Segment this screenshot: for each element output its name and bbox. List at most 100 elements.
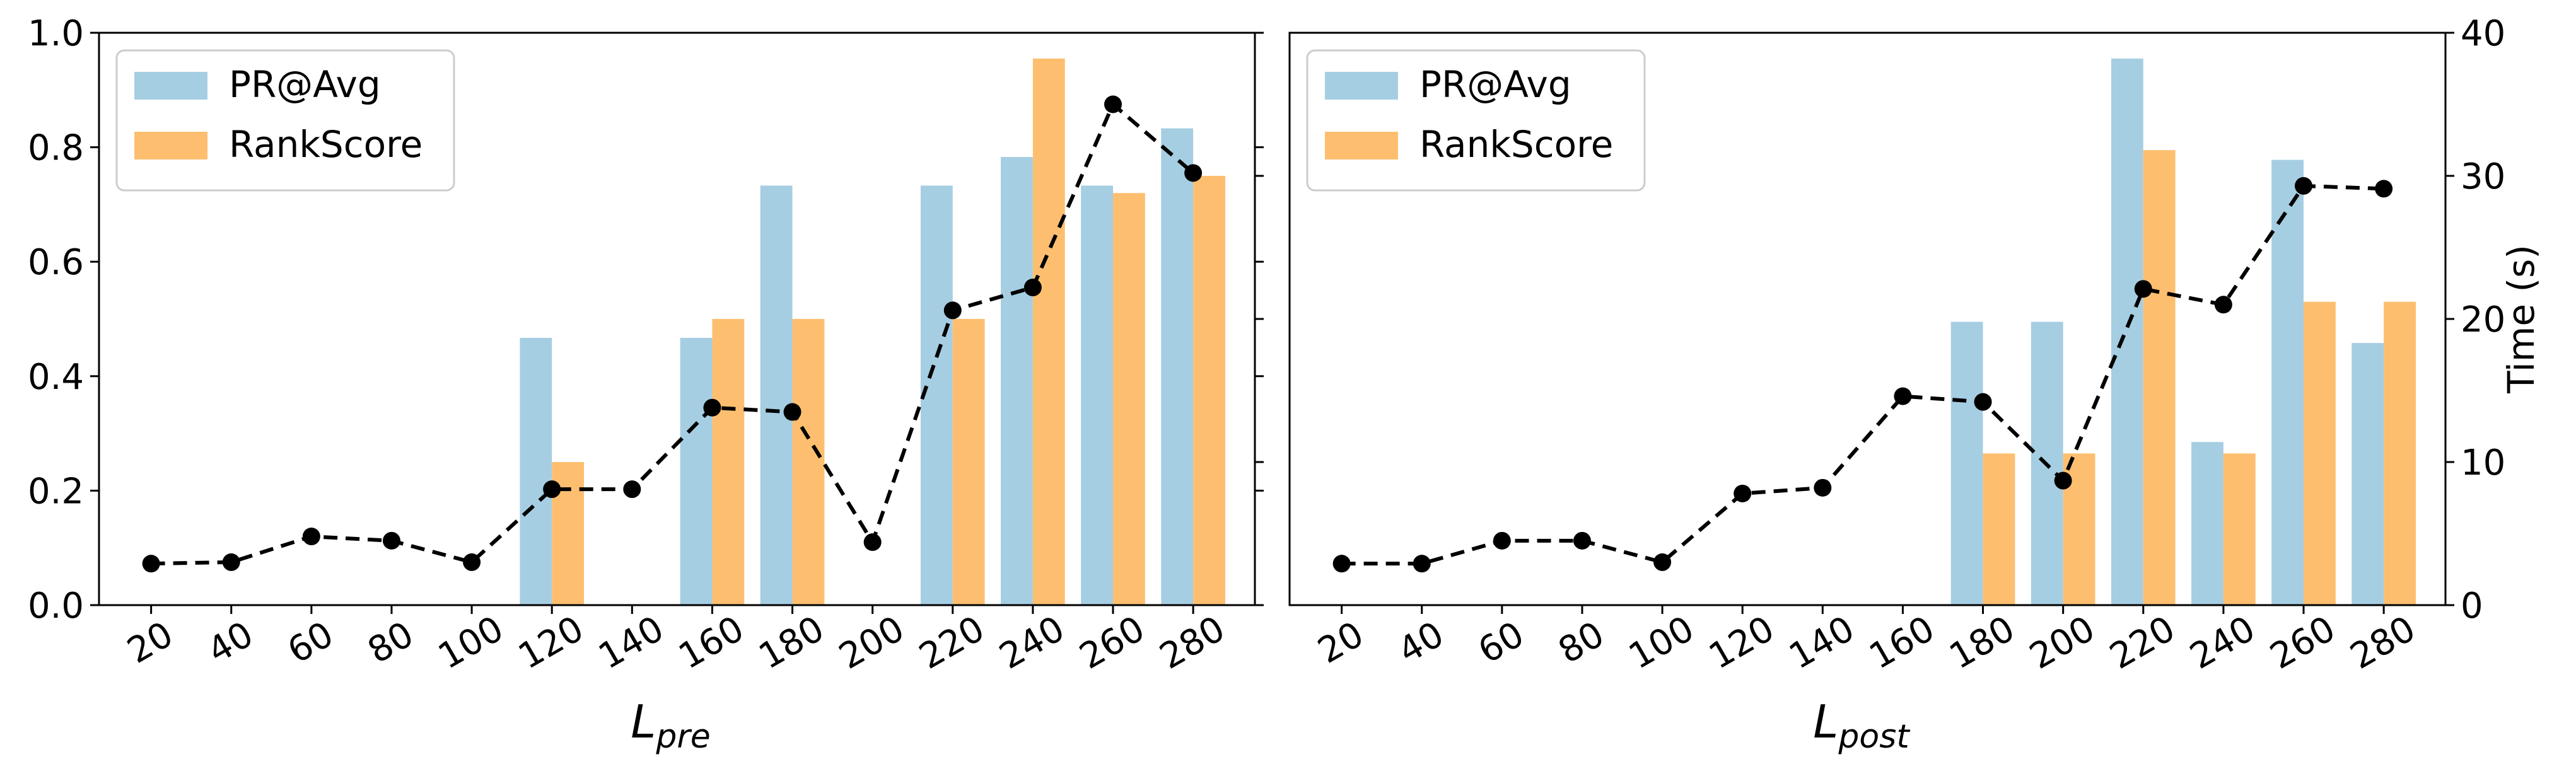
bar-rankscore-280 — [1193, 176, 1225, 605]
time-point-240 — [2214, 296, 2232, 314]
x-tick-label: 140 — [592, 608, 671, 678]
bar-rankscore-240 — [2223, 453, 2256, 605]
time-line — [1341, 183, 2384, 566]
bar-rankscore-220 — [952, 319, 985, 605]
time-point-260 — [1104, 95, 1122, 113]
y2-tick-label: 0 — [2461, 586, 2483, 627]
time-point-200 — [863, 533, 882, 552]
x-tick-label: 120 — [511, 608, 590, 678]
legend: PR@Avg RankScore — [1306, 49, 1646, 192]
bar-rankscore-260 — [1113, 193, 1145, 605]
time-point-140 — [1814, 478, 1832, 497]
chart-left: 20 40 60 80 100 120 140 160 180 200 220 240 260 280 0.… — [28, 13, 1264, 756]
time-point-180 — [1974, 393, 1992, 411]
time-point-40 — [222, 553, 240, 571]
legend-swatch — [1325, 132, 1398, 159]
x-tick-label: 280 — [1153, 608, 1232, 678]
y2-tick-label: 10 — [2461, 442, 2505, 483]
x-tick-label: 40 — [1391, 614, 1450, 672]
legend-swatch — [134, 72, 207, 100]
legend-swatch — [1325, 72, 1398, 100]
time-point-220 — [943, 301, 962, 320]
x-tick-label: 180 — [1943, 608, 2022, 678]
x-tick-label: 220 — [912, 608, 991, 678]
bar-rankscore-180 — [1983, 453, 2015, 605]
bar-rankscore-240 — [1032, 58, 1065, 606]
bar-pr-avg-260 — [1081, 185, 1114, 605]
bar-pr-avg-240 — [2191, 442, 2223, 605]
legend-label: PR@Avg — [1419, 63, 1571, 106]
legend-label: RankScore — [1419, 123, 1613, 166]
x-tick-label: 80 — [361, 614, 421, 672]
time-point-240 — [1023, 279, 1042, 297]
legend: PR@Avg RankScore — [115, 49, 455, 192]
bar-pr-avg-220 — [920, 185, 953, 605]
x-tick-label: 280 — [2343, 608, 2422, 678]
time-point-200 — [2054, 471, 2072, 490]
time-line — [151, 101, 1195, 566]
bar-pr-avg-180 — [1950, 321, 1983, 605]
x-axis-label-main: L — [1813, 695, 1838, 748]
time-point-280 — [1184, 164, 1203, 182]
legend-label: PR@Avg — [229, 63, 381, 106]
x-tick-label: 120 — [1702, 608, 1781, 678]
time-point-180 — [783, 403, 801, 421]
x-tick-label: 260 — [2263, 608, 2342, 678]
x-axis-label-sub: pre — [655, 718, 710, 756]
y2-axis-label: Time (s) — [2500, 245, 2543, 394]
time-point-140 — [623, 480, 641, 499]
x-axis-label-main: L — [631, 695, 656, 748]
y2-tick-label: 20 — [2461, 299, 2505, 340]
x-tick-label: 200 — [832, 608, 911, 678]
time-point-160 — [703, 398, 721, 417]
x-tick-label: 240 — [2183, 608, 2262, 678]
bar-pr-avg-160 — [680, 337, 713, 605]
y-tick-label: 0.0 — [28, 586, 84, 627]
x-tick-label: 40 — [201, 614, 260, 672]
chart-right: 20 40 60 80 100 120 140 160 180 200 220 240 260 280 0 1… — [1288, 13, 2543, 756]
legend-swatch — [134, 132, 207, 159]
bar-pr-avg-120 — [520, 337, 552, 605]
time-point-160 — [1894, 387, 1912, 405]
bar-rankscore-160 — [712, 319, 745, 605]
x-tick-label: 20 — [120, 614, 180, 672]
y-tick-label: 0.2 — [28, 471, 84, 512]
bar-pr-avg-240 — [1001, 157, 1033, 605]
time-point-120 — [1734, 484, 1752, 502]
x-tick-label: 60 — [281, 614, 340, 672]
bar-rankscore-280 — [2384, 301, 2416, 605]
time-point-280 — [2375, 180, 2393, 198]
bar-pr-avg-280 — [2352, 343, 2384, 605]
time-point-80 — [382, 531, 400, 550]
time-point-20 — [142, 555, 160, 573]
time-point-40 — [1413, 555, 1431, 573]
time-point-80 — [1573, 531, 1591, 550]
x-tick-label: 180 — [752, 608, 831, 678]
bar-pr-avg-220 — [2111, 58, 2143, 606]
time-point-60 — [1493, 531, 1511, 550]
y2-tick-label: 30 — [2461, 156, 2505, 197]
time-point-100 — [463, 553, 481, 571]
legend-label: RankScore — [229, 123, 423, 166]
bar-rankscore-260 — [2304, 301, 2336, 605]
x-tick-label: 60 — [1471, 614, 1530, 672]
x-tick-label: 100 — [431, 608, 510, 678]
x-tick-label: 100 — [1622, 608, 1701, 678]
x-tick-label: 20 — [1311, 614, 1370, 672]
time-point-60 — [302, 528, 320, 546]
bar-pr-avg-260 — [2271, 159, 2304, 606]
time-point-20 — [1332, 555, 1351, 573]
x-tick-label: 160 — [672, 608, 751, 678]
time-point-100 — [1653, 553, 1672, 571]
bar-rankscore-180 — [792, 319, 825, 605]
y-tick-label: 0.4 — [28, 357, 84, 398]
x-axis-label: Lpost — [1813, 695, 1910, 756]
x-tick-label: 220 — [2103, 608, 2182, 678]
bar-pr-avg-280 — [1161, 128, 1194, 606]
x-tick-label: 200 — [2023, 608, 2102, 678]
x-axis-label: Lpre — [631, 695, 711, 756]
time-point-120 — [543, 480, 561, 499]
x-tick-label: 80 — [1552, 614, 1611, 672]
y-tick-label: 0.6 — [28, 242, 84, 283]
